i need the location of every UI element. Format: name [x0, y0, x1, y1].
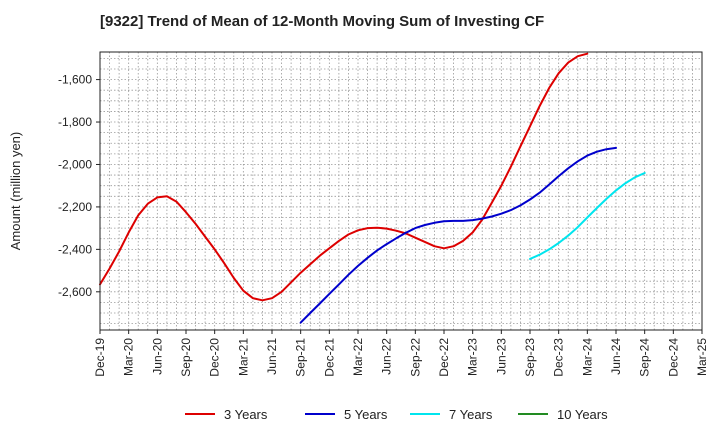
x-tick-label: Dec-23 — [552, 338, 566, 377]
plot-area — [100, 52, 702, 330]
x-tick-label: Jun-21 — [265, 338, 279, 375]
series-line-5-years — [299, 146, 617, 324]
x-tick-label: Jun-24 — [609, 338, 623, 375]
y-tick-label: -1,600 — [58, 73, 92, 87]
y-tick-label: -2,200 — [58, 200, 92, 214]
legend-label: 7 Years — [449, 407, 493, 422]
x-tick-label: Sep-22 — [408, 338, 422, 377]
legend-label: 10 Years — [557, 407, 608, 422]
legend-label: 3 Years — [224, 407, 268, 422]
y-tick-label: -2,600 — [58, 285, 92, 299]
y-axis-label: Amount (million yen) — [8, 132, 23, 251]
grid — [100, 52, 702, 330]
x-tick-label: Mar-22 — [351, 338, 365, 376]
x-tick-label: Mar-25 — [695, 338, 709, 376]
x-tick-label: Mar-23 — [466, 338, 480, 376]
x-tick-label: Mar-20 — [122, 338, 136, 376]
x-tick-label: Dec-21 — [322, 338, 336, 377]
plot-frame — [99, 51, 703, 331]
x-tick-label: Jun-22 — [380, 338, 394, 375]
x-tick-label: Sep-23 — [523, 338, 537, 377]
x-tick-label: Jun-23 — [494, 338, 508, 375]
x-tick-label: Dec-19 — [93, 338, 107, 377]
y-axis: -2,600 -2,400 -2,200 -2,000 -1,800 -1,600 — [58, 73, 100, 299]
x-tick-label: Dec-24 — [666, 338, 680, 377]
x-tick-label: Dec-20 — [208, 338, 222, 377]
series-line-7-years — [529, 172, 646, 260]
legend-label: 5 Years — [344, 407, 388, 422]
chart-title: [9322] Trend of Mean of 12-Month Moving … — [100, 13, 544, 30]
x-tick-label: Dec-22 — [437, 338, 451, 377]
series-layer — [99, 52, 646, 324]
y-tick-label: -2,000 — [58, 157, 92, 171]
x-tick-label: Mar-24 — [580, 338, 594, 376]
y-tick-label: -2,400 — [58, 242, 92, 256]
y-tick-label: -1,800 — [58, 115, 92, 129]
x-tick-label: Jun-20 — [150, 338, 164, 375]
legend: 3 Years 5 Years 7 Years 10 Years — [185, 407, 608, 422]
x-tick-label: Sep-24 — [638, 338, 652, 377]
x-tick-label: Sep-21 — [294, 338, 308, 377]
x-axis: Dec-19 Mar-20 Jun-20 Sep-20 Dec-20 Mar-21 Jun-… — [93, 330, 709, 377]
x-tick-label: Mar-21 — [236, 338, 250, 376]
x-tick-label: Sep-20 — [179, 338, 193, 377]
series-line-3-years — [99, 52, 589, 302]
